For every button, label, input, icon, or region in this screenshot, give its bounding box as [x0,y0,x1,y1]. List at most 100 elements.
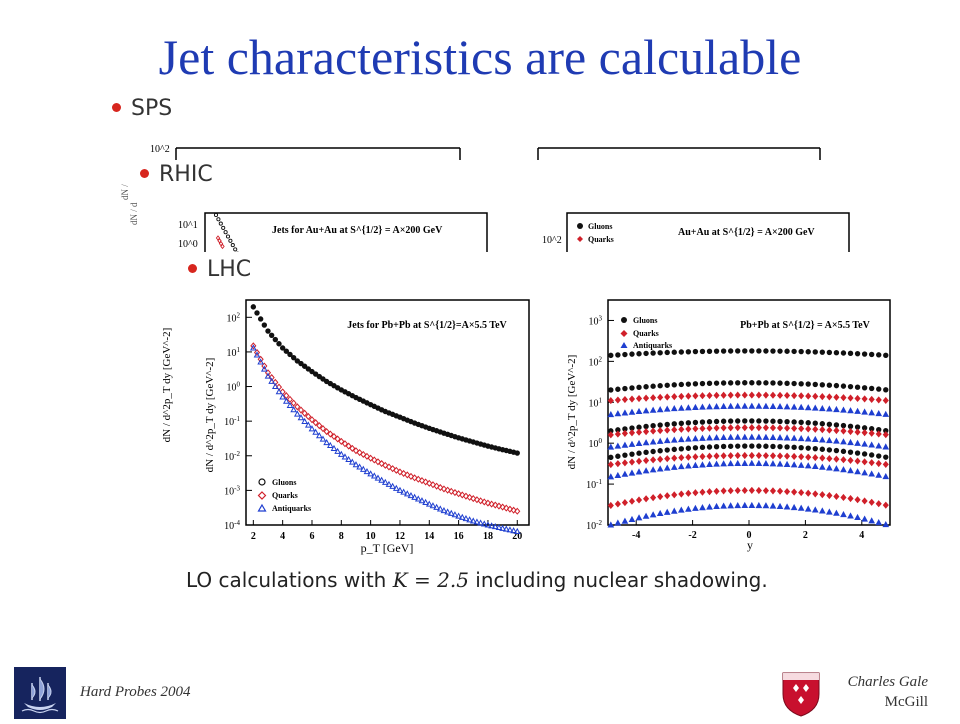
x-tick-label: -4 [632,530,640,541]
data-point-quarks-19 [741,486,748,495]
data-point-quarks-26 [791,392,798,400]
data-point-antiquarks-24 [776,460,784,467]
x-tick-label: -2 [688,530,696,541]
data-point-quarks-17 [727,424,734,432]
tick-label: 10-2 [586,519,602,532]
data-point-gluons-7 [657,350,663,356]
lhc-right-xlabel: y [747,538,753,552]
data-point-antiquarks-65 [488,522,495,529]
bullet-dot-icon [112,102,121,112]
data-point-quarks-2 [621,498,628,507]
data-point-gluons-25 [784,418,790,425]
data-point-gluons-10 [678,420,685,427]
data-point-antiquarks-22 [762,459,770,467]
data-point-antiquarks-30 [818,436,826,443]
data-point-quarks-10 [678,490,685,498]
data-point-antiquarks-32 [367,470,374,477]
x-tick-label: 16 [454,531,464,542]
data-point-quarks-34 [847,494,854,503]
data-point-antiquarks-30 [818,463,826,470]
data-point-antiquarks-9 [670,463,678,470]
data-point-antiquarks-13 [699,434,706,441]
data-point-gluons-18 [735,443,741,449]
data-point-quarks-0 [607,431,614,439]
data-point-quarks-28 [805,453,812,461]
data-point-gluons-38 [876,352,882,358]
data-point-gluons-8 [664,421,670,428]
data-point-quarks-27 [798,425,805,433]
data-point-antiquarks-25 [783,503,791,510]
data-point-gluons-6 [272,336,279,343]
data-point-antiquarks-17 [727,433,735,440]
data-point-gluons-11 [685,445,692,451]
legend-quarks-marker [620,330,628,337]
data-point-antiquarks-1 [253,351,261,358]
data-point-quarks-24 [338,437,345,445]
data-point-antiquarks-24 [776,403,784,410]
data-point-gluons-26 [791,348,797,355]
data-point-gluons-19 [742,380,748,386]
data-point-antiquarks-25 [341,453,349,460]
data-point-quarks-27 [798,392,805,400]
data-point-quarks-44 [411,474,418,482]
data-point-antiquarks-29 [811,462,819,470]
data-point-gluons-18 [735,348,741,354]
data-point-gluons-7 [276,341,282,347]
data-point-gluons-13 [699,444,706,451]
data-point-quarks-10 [678,392,685,400]
data-point-antiquarks-37 [868,517,876,524]
data-point-quarks-17 [727,452,734,460]
lhc-left-xticks: 2 4 6 8 10 12 14 16 18 20 [251,520,522,542]
data-point-quarks-32 [833,426,840,435]
data-point-quarks-4 [635,394,643,403]
data-point-gluons-10 [287,351,293,358]
bullet-sps: SPS [112,96,172,121]
data-point-gluons-12 [692,445,699,451]
data-point-quarks-0 [607,397,614,405]
data-point-gluons-16 [720,348,727,354]
data-point-quarks-23 [769,391,777,399]
data-point-quarks-29 [812,425,819,433]
data-point-gluons-14 [706,444,713,450]
data-point-antiquarks-22 [762,402,770,409]
data-point-gluons-27 [798,381,804,387]
data-point-quarks-3 [628,497,636,505]
data-point-gluons-32 [833,382,840,389]
data-point-gluons-21 [756,443,762,449]
data-point-gluons-28 [805,349,811,355]
data-point-gluons-37 [868,351,875,358]
data-point-quarks-27 [349,444,356,452]
data-point-antiquarks-17 [727,460,735,467]
data-point-quarks-13 [699,392,706,400]
data-point-antiquarks-31 [826,405,833,412]
footer-author: Charles Gale [847,674,928,690]
data-point-gluons-4 [636,384,642,391]
data-point-quarks-34 [847,394,854,402]
data-point-antiquarks-18 [734,433,742,440]
data-point-quarks-13 [699,488,706,496]
data-point-antiquarks-26 [345,455,352,463]
data-point-quarks-58 [462,492,470,500]
data-point-quarks-16 [308,416,316,424]
lhc-right-legend-gluons: Gluons [633,316,657,325]
tick-label: 102 [227,311,241,324]
data-point-antiquarks-7 [275,388,283,395]
data-point-quarks-26 [791,488,798,496]
x-tick-label: 4 [280,531,285,542]
data-point-quarks-33 [840,427,847,435]
data-point-antiquarks-6 [649,466,657,473]
data-point-quarks-11 [685,425,692,433]
data-point-gluons-4 [636,351,642,357]
bullet-label-lhc: LHC [207,257,252,282]
data-point-quarks-8 [664,393,671,401]
ship-logo-icon [14,667,66,719]
data-point-antiquarks-70 [506,526,514,533]
rhic-data-point-2 [218,221,223,226]
data-point-quarks-35 [854,457,861,465]
data-point-quarks-33 [840,394,847,402]
data-point-antiquarks-57 [458,513,466,520]
data-point-gluons-34 [847,350,854,357]
data-point-quarks-4 [264,369,272,377]
data-point-gluons-37 [868,385,875,392]
data-point-antiquarks-5 [642,512,650,519]
